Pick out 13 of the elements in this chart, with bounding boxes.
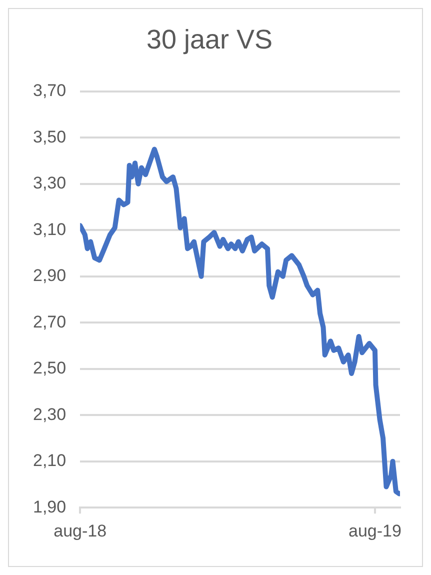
y-tick-label: 3,70 bbox=[32, 81, 66, 100]
y-tick-label: 3,50 bbox=[32, 127, 66, 146]
y-tick-label: 2,70 bbox=[32, 312, 66, 332]
y-tick-label: 2,10 bbox=[32, 451, 66, 470]
y-tick-label: 1,90 bbox=[32, 497, 66, 516]
y-tick-label: 2,90 bbox=[32, 266, 66, 286]
y-tick-label: 3,30 bbox=[32, 174, 66, 193]
x-tick-label: aug-18 bbox=[54, 521, 107, 540]
x-tick-label: aug-19 bbox=[348, 521, 402, 540]
y-tick-label: 2,50 bbox=[32, 358, 66, 378]
chart-title: 30 jaar VS bbox=[146, 24, 273, 55]
y-tick-label: 2,30 bbox=[32, 404, 66, 424]
y-tick-label: 3,10 bbox=[32, 220, 66, 239]
